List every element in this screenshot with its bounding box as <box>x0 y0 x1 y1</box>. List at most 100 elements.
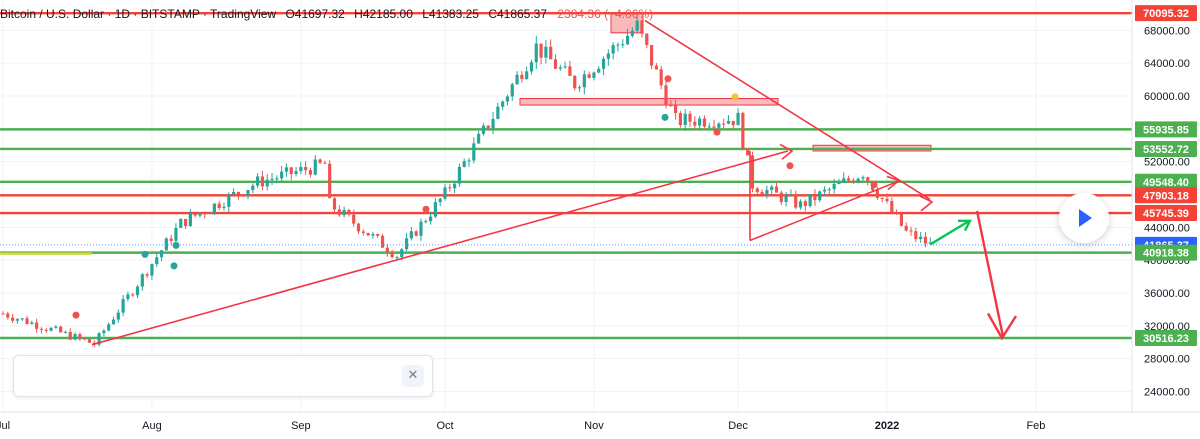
symbol-title: Bitcoin / U.S. Dollar · 1D · BITSTAMP · … <box>0 7 277 21</box>
candle-body <box>496 106 500 119</box>
candle-body <box>212 203 216 213</box>
candle-body <box>347 209 351 215</box>
open-value: O41697.32 <box>285 7 345 21</box>
time-axis: Jul Aug Sep Oct Nov Dec 2022 Feb <box>0 411 1200 432</box>
candle-body <box>688 113 692 122</box>
candle-body <box>525 71 529 80</box>
x-tick-label: Feb <box>1026 420 1045 432</box>
candle-body <box>664 85 668 106</box>
candle-body <box>851 180 855 183</box>
candle-body <box>539 43 543 58</box>
play-button[interactable] <box>1059 193 1109 243</box>
candle-body <box>342 209 346 216</box>
candle-body <box>270 178 274 180</box>
resistance-zone <box>519 97 779 106</box>
candle-body <box>453 183 457 189</box>
candle-body <box>275 178 279 180</box>
price-label-bg <box>1135 330 1197 347</box>
candle-body <box>97 333 101 345</box>
candle-body <box>59 326 63 333</box>
candle-body <box>717 123 721 128</box>
sell-signal-dot <box>72 311 80 319</box>
candle-body <box>131 294 135 296</box>
candle-body <box>289 167 293 175</box>
y-tick-label: 32000.00 <box>1144 321 1190 333</box>
close-icon[interactable]: ✕ <box>402 365 424 387</box>
candle-body <box>308 170 313 175</box>
candle-body <box>183 219 188 227</box>
buy-signal-dot <box>172 241 180 249</box>
candle-body <box>15 319 20 321</box>
candle-body <box>68 331 72 340</box>
buy-signal-dot <box>661 113 669 121</box>
play-icon <box>1079 209 1092 227</box>
candle-body <box>361 231 365 233</box>
candle-body <box>443 187 447 199</box>
candle-body <box>645 33 649 46</box>
candle-body <box>553 59 558 69</box>
candle-body <box>529 62 534 72</box>
y-tick-label: 24000.00 <box>1144 386 1190 398</box>
candle-body <box>674 105 678 114</box>
y-tick-label: 44000.00 <box>1144 222 1190 234</box>
candle-body <box>472 143 476 161</box>
candle-body <box>520 74 524 80</box>
candle-body <box>895 212 899 214</box>
candle-body <box>621 44 625 46</box>
candle-body <box>164 238 168 251</box>
candle-body <box>232 192 236 195</box>
x-tick-label: Aug <box>142 420 162 432</box>
candle-body <box>856 178 860 183</box>
buy-signal-dot <box>141 250 149 258</box>
candle-body <box>779 192 783 203</box>
candle-body <box>885 198 889 202</box>
wedge-lower-line <box>749 179 901 242</box>
candle-body <box>140 274 144 287</box>
rising-trendline <box>91 150 789 346</box>
candle-body <box>534 43 538 63</box>
candle-body <box>188 213 192 227</box>
low-value: L41383.25 <box>422 7 479 21</box>
candle-body <box>649 45 654 66</box>
candle-body <box>899 213 904 226</box>
candle-body <box>616 44 620 46</box>
price-label: 53552.72 <box>1143 144 1189 156</box>
trend-drawings <box>91 19 1018 346</box>
legend-header: Bitcoin / U.S. Dollar · 1D · BITSTAMP · … <box>0 7 653 25</box>
candle-body <box>630 30 634 36</box>
x-tick-label: Sep <box>291 420 311 432</box>
candle-body <box>352 214 356 224</box>
candle-body <box>356 223 361 232</box>
candle-body <box>707 126 711 128</box>
candle-body <box>808 194 812 207</box>
candle-body <box>294 171 298 175</box>
candle-body <box>419 221 423 236</box>
candle-body <box>111 319 116 325</box>
candle-body <box>179 219 183 228</box>
green-arrow <box>929 220 969 246</box>
candle-body <box>78 334 82 339</box>
candle-body <box>107 324 111 331</box>
candle-body <box>813 194 817 201</box>
candle-body <box>827 189 831 191</box>
sell-signal-dot <box>422 205 430 213</box>
candle-body <box>371 234 375 236</box>
candle-body <box>121 298 125 313</box>
price-label-bg <box>1135 244 1197 261</box>
price-label: 40918.38 <box>1143 248 1189 260</box>
candle-body <box>875 190 879 198</box>
candle-body <box>73 334 77 340</box>
candle-body <box>135 286 140 296</box>
candle-body <box>592 72 596 78</box>
candle-body <box>510 84 514 97</box>
candle-body <box>54 326 58 328</box>
candle-body <box>63 331 68 333</box>
y-tick-label: 68000.00 <box>1144 25 1190 37</box>
candle-body <box>909 230 913 232</box>
candle-body <box>750 155 755 189</box>
candle-body <box>904 225 908 231</box>
arrowhead <box>886 175 901 191</box>
candle-body <box>155 257 159 265</box>
candle-body <box>784 195 788 203</box>
candle-body <box>798 201 803 208</box>
